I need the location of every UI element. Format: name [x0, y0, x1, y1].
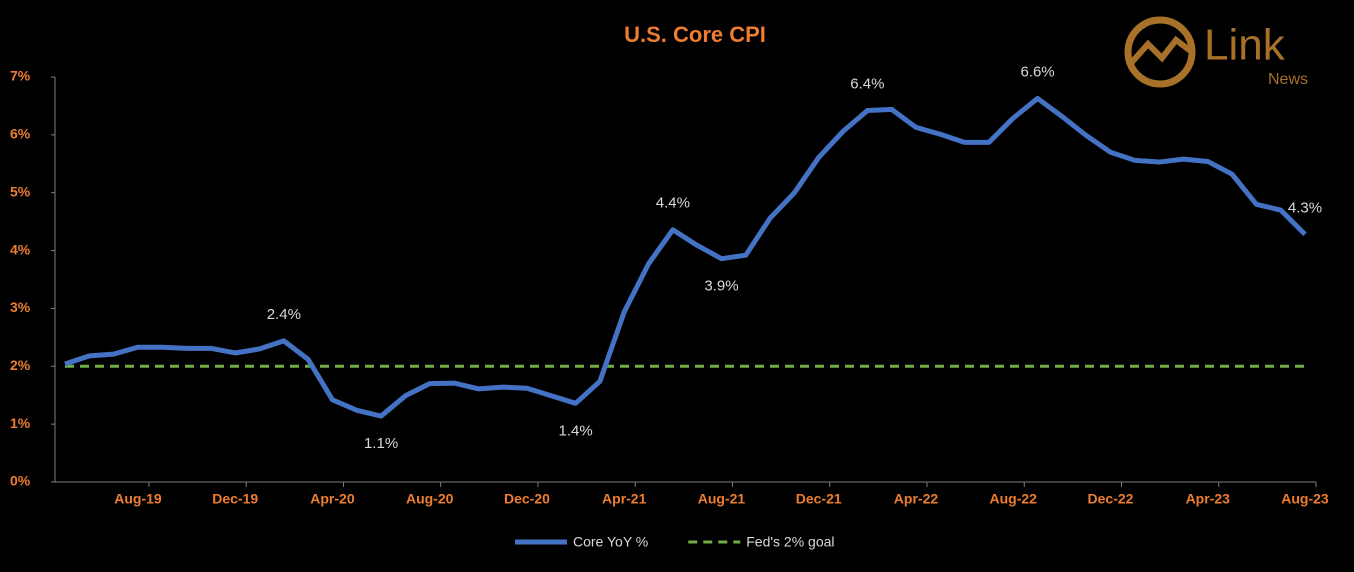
logo-text: Link	[1204, 21, 1286, 70]
x-tick-label: Aug-23	[1281, 491, 1329, 507]
data-label: 2.4%	[267, 306, 301, 323]
x-tick-label: Dec-22	[1088, 491, 1134, 507]
y-tick-label: 2%	[10, 357, 31, 373]
x-tick-label: Aug-22	[990, 491, 1038, 507]
x-tick-label: Dec-20	[504, 491, 550, 507]
x-tick-label: Aug-19	[114, 491, 162, 507]
y-tick-label: 6%	[10, 126, 31, 142]
y-tick-label: 7%	[10, 68, 31, 84]
logo-subtext: News	[1268, 71, 1308, 88]
x-tick-label: Aug-21	[698, 491, 746, 507]
data-label: 3.9%	[704, 278, 738, 295]
x-tick-label: Apr-23	[1186, 491, 1231, 507]
y-tick-label: 3%	[10, 299, 31, 315]
data-label: 1.1%	[364, 435, 398, 452]
y-tick-label: 1%	[10, 415, 31, 431]
data-label: 4.4%	[656, 195, 690, 212]
legend-label: Core YoY %	[573, 534, 648, 550]
data-label: 4.3%	[1288, 199, 1322, 216]
y-tick-label: 4%	[10, 241, 31, 257]
y-tick-label: 5%	[10, 183, 31, 199]
logo: Link News	[1124, 16, 1308, 88]
data-label: 6.4%	[850, 76, 884, 93]
logo-icon	[1129, 35, 1194, 64]
x-tick-label: Aug-20	[406, 491, 454, 507]
x-tick-label: Apr-21	[602, 491, 647, 507]
data-label: 1.4%	[558, 422, 592, 439]
x-tick-label: Apr-22	[894, 491, 939, 507]
y-tick-label: 0%	[10, 473, 31, 489]
x-tick-label: Dec-19	[212, 491, 258, 507]
chart-title: U.S. Core CPI	[624, 22, 766, 47]
x-tick-label: Dec-21	[796, 491, 842, 507]
series-line	[64, 95, 1307, 419]
x-tick-label: Apr-20	[310, 491, 355, 507]
data-label: 6.6%	[1020, 63, 1054, 80]
legend-label: Fed's 2% goal	[746, 534, 834, 550]
